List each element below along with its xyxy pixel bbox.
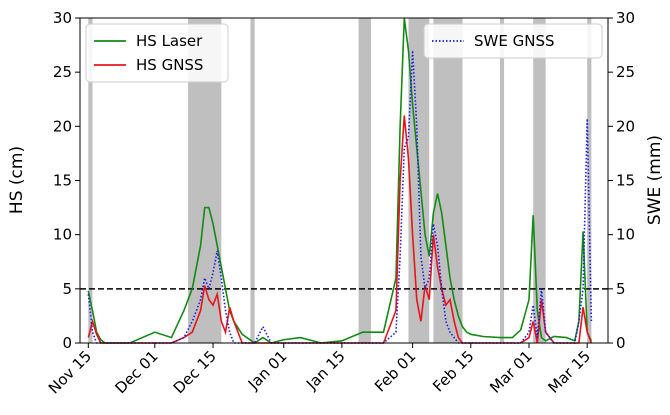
legend-label: SWE GNSS <box>474 32 555 50</box>
y2-tick-label: 30 <box>616 9 635 27</box>
y2-tick-label: 10 <box>616 226 635 244</box>
legend-box <box>423 23 603 59</box>
x-tick-label: Jan 15 <box>302 347 349 394</box>
y2-tick-label: 25 <box>616 63 635 81</box>
y-tick-label: 25 <box>53 63 72 81</box>
legend-secondary: SWE GNSS <box>423 23 603 59</box>
x-tick-label: Mar 01 <box>486 347 536 397</box>
legend-label: HS Laser <box>136 32 203 50</box>
y2-tick-label: 15 <box>616 172 635 190</box>
shaded-span <box>433 18 463 343</box>
shaded-span <box>587 18 592 343</box>
series-line <box>87 50 593 344</box>
x-tick-label: Feb 15 <box>429 347 477 395</box>
legend: HS Laser HS GNSS <box>85 23 229 83</box>
x-tick-label: Mar 15 <box>544 347 594 397</box>
x-tick-label: Jan 01 <box>244 347 291 394</box>
x-tick-label: Nov 15 <box>45 347 95 397</box>
y2-tick-label: 5 <box>616 280 626 298</box>
y-tick-label: 30 <box>53 9 72 27</box>
y-tick-label: 0 <box>62 334 72 352</box>
x-tick-label: Feb 01 <box>371 347 419 395</box>
shaded-span <box>250 18 255 343</box>
legend-box <box>85 23 229 83</box>
shaded-span <box>358 18 372 343</box>
shaded-span <box>499 18 505 343</box>
series-line <box>87 17 593 344</box>
x-tick-label: Dec 01 <box>112 347 162 397</box>
shaded-span <box>533 18 546 343</box>
y-axis-label: HS (cm) <box>7 146 27 214</box>
shaded-span <box>88 18 93 343</box>
series-line <box>87 115 593 344</box>
y2-tick-label: 20 <box>616 117 635 135</box>
y-tick-label: 5 <box>62 280 72 298</box>
legend-label: HS GNSS <box>136 56 203 74</box>
y-tick-label: 20 <box>53 117 72 135</box>
x-tick-label: Dec 15 <box>170 347 220 397</box>
y2-axis-label: SWE (mm) <box>645 135 665 225</box>
y2-tick-label: 0 <box>616 334 626 352</box>
y-tick-label: 15 <box>53 172 72 190</box>
y-tick-label: 10 <box>53 226 72 244</box>
